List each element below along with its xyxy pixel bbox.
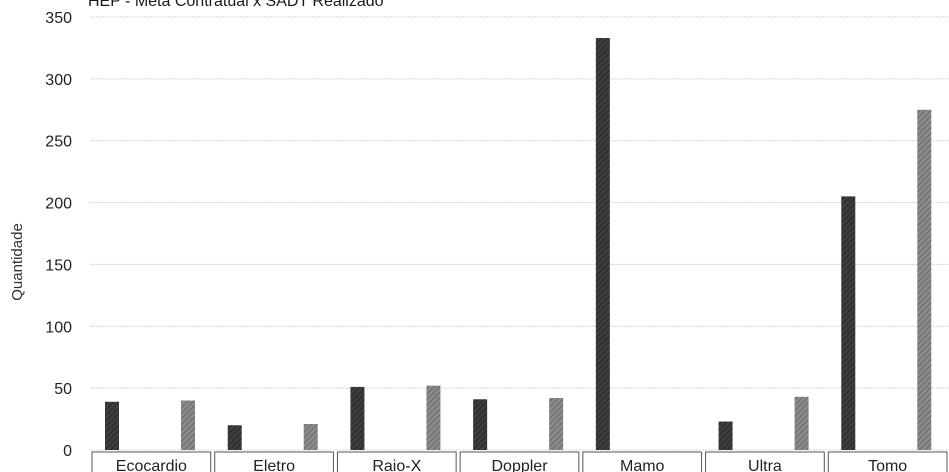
category-box	[582, 451, 703, 472]
y-tick-label: 50	[54, 381, 72, 398]
bar-ecocardio-series-1	[105, 401, 119, 450]
category-box	[91, 451, 212, 472]
bar-ultra-series-1	[718, 421, 733, 450]
x-category-label: Tomo	[868, 458, 907, 472]
gridlines	[90, 16, 949, 451]
bar-ultra-series-2	[794, 396, 809, 450]
y-tick-label: 100	[45, 319, 72, 336]
category-box	[459, 451, 580, 472]
y-tick-label: 300	[45, 72, 72, 89]
category-box	[827, 451, 948, 472]
y-tick-label: 200	[45, 196, 72, 213]
y-tick-label: 0	[63, 443, 72, 460]
y-tick-label: 250	[45, 134, 72, 151]
bar-raio-x-series-1	[350, 386, 365, 450]
x-category-label: Ultra	[748, 458, 782, 472]
bar-tomo-series-1	[841, 196, 856, 450]
y-axis-ticks: 0 50 100 150 200 250 300 350	[45, 10, 72, 460]
x-category-label: Ecocardio	[116, 458, 187, 472]
category-box	[214, 451, 334, 472]
y-axis-label: Quantidade	[9, 223, 26, 301]
bar-eletro-series-1	[227, 425, 242, 450]
bar-raio-x-series-2	[426, 385, 441, 450]
bar-doppler-series-2	[549, 398, 564, 450]
category-box	[336, 451, 457, 472]
x-category-label: Raio-X	[372, 458, 421, 472]
x-axis-categories: Ecocardio Eletro Raio-X Doppler Mamo Ultra Tom…	[91, 451, 948, 472]
y-tick-label: 150	[45, 257, 72, 274]
bar-mamo-series-1	[595, 38, 610, 450]
category-box	[705, 451, 825, 472]
bar-tomo-series-2	[917, 109, 932, 451]
y-tick-label: 350	[45, 10, 72, 27]
bars	[105, 38, 932, 451]
bar-ecocardio-series-2	[181, 400, 195, 450]
x-category-label: Mamo	[620, 458, 665, 472]
x-category-label: Doppler	[491, 458, 548, 472]
bar-doppler-series-1	[473, 399, 488, 450]
bar-eletro-series-2	[303, 424, 318, 450]
chart-title: HEP - Meta Contratual x SADT Realizado	[88, 0, 384, 10]
x-category-label: Eletro	[253, 458, 295, 472]
